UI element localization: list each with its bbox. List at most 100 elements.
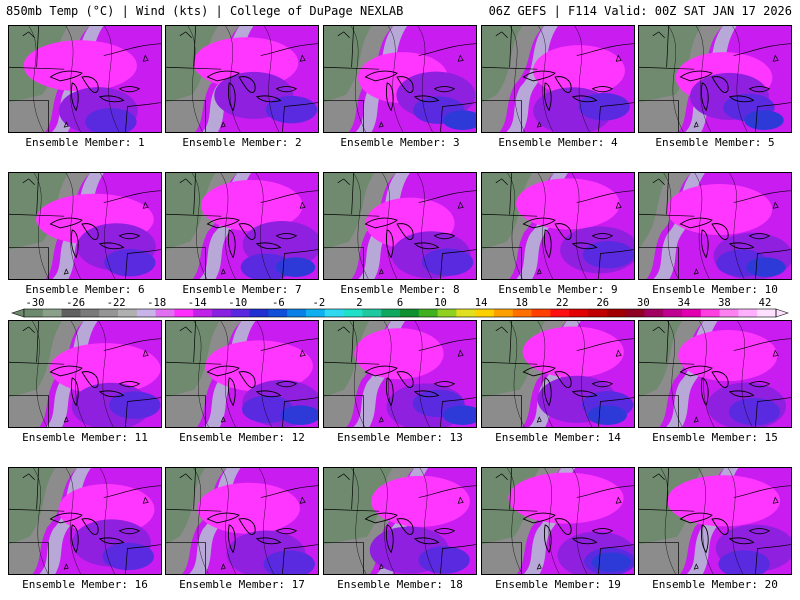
member-map-4 <box>481 25 635 133</box>
member-label-20: Ensemble Member: 20 <box>652 578 778 591</box>
temperature-map-14 <box>482 321 634 427</box>
colorbar-tick-label: 18 <box>515 297 528 309</box>
temperature-map-15 <box>639 321 791 427</box>
temperature-map-9 <box>482 173 634 279</box>
member-map-9 <box>481 172 635 280</box>
colorbar-swatch <box>644 309 664 317</box>
chart-title: 850mb Temp (°C) | Wind (kts) | College o… <box>6 4 404 18</box>
colorbar-tick-label: -30 <box>26 297 45 309</box>
temperature-map-6 <box>9 173 161 279</box>
colorbar-swatch <box>588 309 608 317</box>
colorbar-swatch <box>625 309 645 317</box>
colorbar-swatch <box>174 309 194 317</box>
member-map-2 <box>165 25 319 133</box>
member-map-20 <box>638 467 792 575</box>
member-map-14 <box>481 320 635 428</box>
colorbar-swatch <box>700 309 720 317</box>
colorbar-swatch <box>738 309 758 317</box>
colorbar-tick-label: -26 <box>66 297 85 309</box>
temperature-map-4 <box>482 26 634 132</box>
temperature-map-19 <box>482 468 634 574</box>
colorbar-swatch <box>193 309 213 317</box>
colorbar-swatch <box>606 309 626 317</box>
member-label-8: Ensemble Member: 8 <box>340 283 460 296</box>
member-label-14: Ensemble Member: 14 <box>495 431 621 444</box>
colorbar-tick-label: 26 <box>596 297 609 309</box>
member-map-1 <box>8 25 162 133</box>
colorbar-swatch <box>475 309 495 317</box>
colorbar-swatch <box>268 309 288 317</box>
colorbar-swatch <box>456 309 476 317</box>
colorbar-swatch <box>719 309 739 317</box>
member-label-11: Ensemble Member: 11 <box>22 431 148 444</box>
member-label-12: Ensemble Member: 12 <box>179 431 305 444</box>
member-label-9: Ensemble Member: 9 <box>498 283 618 296</box>
member-label-15: Ensemble Member: 15 <box>652 431 778 444</box>
temperature-map-8 <box>324 173 476 279</box>
member-map-11 <box>8 320 162 428</box>
colorbar-high-arrow <box>775 308 789 318</box>
temperature-map-17 <box>166 468 318 574</box>
colorbar-tick-label: 14 <box>475 297 488 309</box>
colorbar-swatch <box>418 309 438 317</box>
member-label-2: Ensemble Member: 2 <box>182 136 302 149</box>
colorbar-swatch <box>550 309 570 317</box>
member-map-10 <box>638 172 792 280</box>
member-map-3 <box>323 25 477 133</box>
member-label-4: Ensemble Member: 4 <box>498 136 618 149</box>
temperature-map-7 <box>166 173 318 279</box>
colorbar-tick-label: 38 <box>718 297 731 309</box>
colorbar-swatch <box>343 309 363 317</box>
colorbar-tick-label: 30 <box>637 297 650 309</box>
colorbar-swatch <box>663 309 683 317</box>
colorbar-swatch <box>682 309 702 317</box>
colorbar-swatch <box>212 309 232 317</box>
colorbar-tick-label: -2 <box>313 297 326 309</box>
temperature-map-5 <box>639 26 791 132</box>
temperature-map-11 <box>9 321 161 427</box>
colorbar-swatch <box>230 309 250 317</box>
member-label-17: Ensemble Member: 17 <box>179 578 305 591</box>
colorbar-swatch <box>381 309 401 317</box>
member-label-16: Ensemble Member: 16 <box>22 578 148 591</box>
member-label-5: Ensemble Member: 5 <box>655 136 775 149</box>
member-label-10: Ensemble Member: 10 <box>652 283 778 296</box>
colorbar-swatch <box>494 309 514 317</box>
member-map-17 <box>165 467 319 575</box>
temperature-map-10 <box>639 173 791 279</box>
colorbar-swatch <box>324 309 344 317</box>
member-map-13 <box>323 320 477 428</box>
member-label-19: Ensemble Member: 19 <box>495 578 621 591</box>
colorbar-tick-label: -14 <box>188 297 207 309</box>
temperature-map-20 <box>639 468 791 574</box>
colorbar-tick-label: -10 <box>228 297 247 309</box>
temperature-map-18 <box>324 468 476 574</box>
colorbar-tick-label: 6 <box>397 297 403 309</box>
run-valid-time: 06Z GEFS | F114 Valid: 00Z SAT JAN 17 20… <box>488 4 792 18</box>
member-map-5 <box>638 25 792 133</box>
member-map-16 <box>8 467 162 575</box>
colorbar-swatch <box>437 309 457 317</box>
temperature-map-12 <box>166 321 318 427</box>
colorbar-tick-label: 2 <box>356 297 362 309</box>
colorbar-swatch <box>42 309 62 317</box>
colorbar-tick-label: 10 <box>434 297 447 309</box>
colorbar-tick-label: 34 <box>678 297 691 309</box>
colorbar-swatch <box>531 309 551 317</box>
member-map-15 <box>638 320 792 428</box>
temperature-map-3 <box>324 26 476 132</box>
colorbar-swatch <box>61 309 81 317</box>
member-map-18 <box>323 467 477 575</box>
colorbar-swatch <box>155 309 175 317</box>
colorbar-tick-label: 42 <box>759 297 772 309</box>
member-map-6 <box>8 172 162 280</box>
colorbar-tick-label: -18 <box>147 297 166 309</box>
member-map-7 <box>165 172 319 280</box>
colorbar-swatch <box>757 309 777 317</box>
colorbar-swatch <box>118 309 138 317</box>
member-label-18: Ensemble Member: 18 <box>337 578 463 591</box>
colorbar-swatch <box>24 309 44 317</box>
colorbar-swatch <box>249 309 269 317</box>
colorbar-tick-label: -22 <box>107 297 126 309</box>
colorbar-swatch <box>80 309 100 317</box>
